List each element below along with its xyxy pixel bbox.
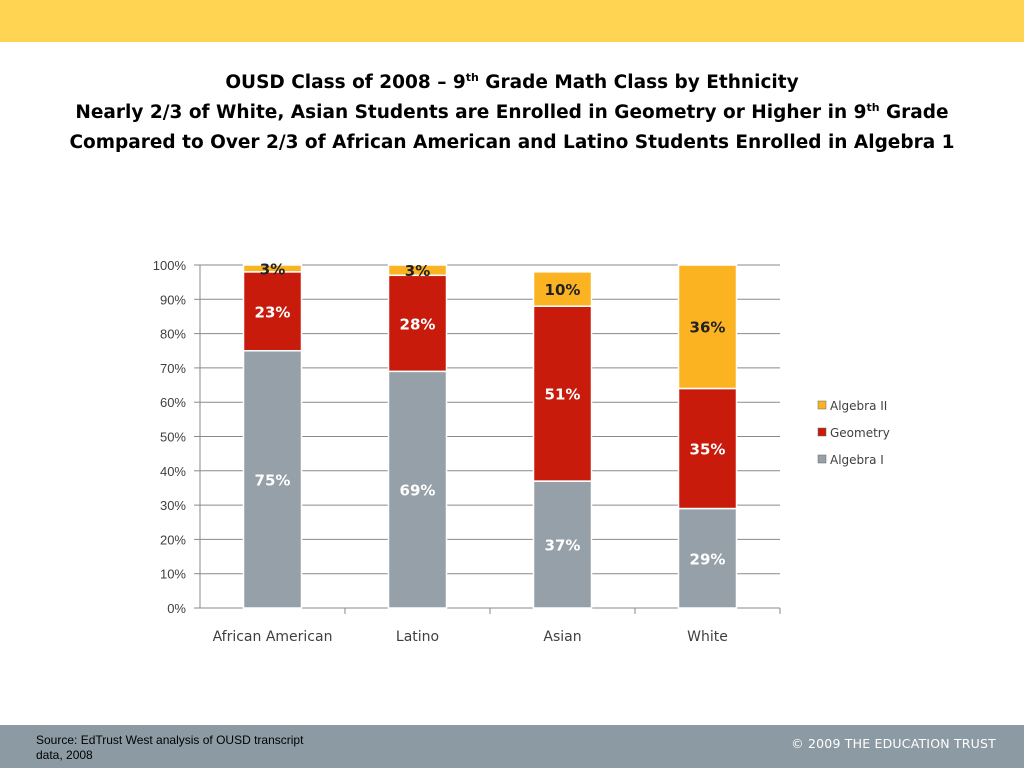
slide-title: OUSD Class of 2008 – 9th Grade Math Clas… (0, 68, 1024, 158)
data-label: 3% (260, 260, 285, 278)
y-tick-label: 20% (160, 532, 186, 547)
legend-label: Algebra I (830, 453, 884, 467)
title-line-2: Nearly 2/3 of White, Asian Students are … (0, 98, 1024, 128)
y-tick-label: 0% (167, 601, 186, 616)
data-label: 69% (400, 482, 436, 500)
x-category-label: Asian (543, 629, 581, 645)
data-label: 10% (545, 281, 581, 299)
bar-segment (677, 264, 738, 390)
data-label: 3% (405, 262, 430, 280)
title-line-1-text: OUSD Class of 2008 – 9 (225, 72, 466, 93)
title-line-1-sup: th (465, 70, 479, 84)
data-label: 28% (400, 315, 436, 333)
y-tick-label: 40% (160, 464, 186, 479)
y-tick-label: 60% (160, 395, 186, 410)
data-label: 23% (255, 303, 291, 321)
data-label: 51% (545, 386, 581, 404)
bar-segment (677, 387, 738, 510)
y-tick-label: 10% (160, 567, 186, 582)
bar-segment (532, 480, 593, 609)
y-tick-label: 100% (153, 258, 187, 273)
legend-swatch (817, 454, 827, 464)
data-label: 36% (690, 319, 726, 337)
data-label: 75% (255, 471, 291, 489)
source-note: Source: EdTrust West analysis of OUSD tr… (36, 733, 304, 762)
stacked-bar-chart: 0% 10% 20% 30% 40% 50% 60% 70% 80% 90% 100% 75% 23% 3… (153, 258, 890, 645)
bar-segment (387, 274, 448, 373)
legend-label: Geometry (830, 426, 890, 440)
x-category-label: White (687, 629, 728, 645)
data-label: 29% (690, 550, 726, 568)
title-line-2-sup: th (866, 100, 880, 114)
bar-segment (387, 370, 448, 609)
title-line-1-tail: Grade Math Class by Ethnicity (478, 72, 799, 93)
y-tick-label: 80% (160, 327, 186, 342)
bar-segment (242, 264, 303, 273)
x-category-label: Latino (396, 629, 439, 645)
title-line-1: OUSD Class of 2008 – 9th Grade Math Clas… (0, 68, 1024, 98)
top-accent-bar (0, 0, 1024, 42)
footer-bar: Source: EdTrust West analysis of OUSD tr… (0, 725, 1024, 768)
bar-segment (532, 305, 593, 482)
data-label: 37% (545, 537, 581, 555)
data-label: 35% (690, 441, 726, 459)
legend-swatch (817, 427, 827, 437)
bar-segment (677, 507, 738, 609)
title-line-2-tail: Grade (879, 102, 949, 123)
legend-swatch (817, 400, 827, 410)
title-line-3: Compared to Over 2/3 of African American… (69, 132, 955, 153)
y-tick-label: 90% (160, 292, 186, 307)
y-tick-label: 70% (160, 361, 186, 376)
title-line-2-text: Nearly 2/3 of White, Asian Students are … (75, 102, 867, 123)
bar-segment (387, 264, 448, 277)
x-category-label: African American (213, 629, 333, 645)
y-tick-label: 50% (160, 430, 186, 445)
bar-segment (532, 271, 593, 307)
y-tick-label: 30% (160, 498, 186, 513)
copyright-text: © 2009 THE EDUCATION TRUST (791, 736, 996, 751)
legend-label: Algebra II (830, 399, 887, 413)
